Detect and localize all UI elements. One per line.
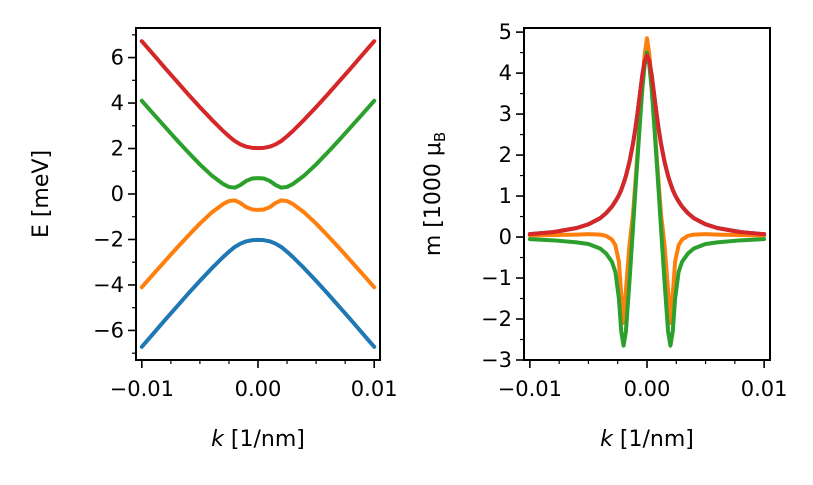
series-line-band-1 — [527, 53, 767, 237]
y-tick-label: 0 — [499, 225, 512, 249]
y-tick-label: −4 — [93, 273, 124, 297]
x-tick-label: 0.00 — [624, 377, 671, 401]
x-axis-label: k [1/nm] — [600, 427, 694, 452]
x-tick-label: 0.01 — [351, 377, 398, 401]
y-tick-label: 3 — [499, 102, 512, 126]
y-tick-label: 5 — [499, 20, 512, 44]
y-axis-label: E [meV] — [29, 150, 54, 238]
series-line-band-3 — [139, 98, 377, 190]
y-tick-label: 4 — [111, 91, 124, 115]
series-line-band-4 — [139, 39, 377, 151]
x-tick-label: −0.01 — [110, 377, 174, 401]
x-axis-label: k [1/nm] — [211, 427, 305, 452]
x-tick-label: 0.01 — [741, 377, 788, 401]
y-tick-label: −1 — [481, 266, 512, 290]
y-tick-label: −2 — [93, 227, 124, 251]
y-tick-label: 6 — [111, 46, 124, 70]
plot-frame — [523, 27, 771, 361]
x-tick-label: −0.01 — [498, 377, 562, 401]
y-tick-label: 0 — [111, 182, 124, 206]
x-tick-label: 0.00 — [235, 377, 282, 401]
series-line-band-1 — [139, 237, 377, 349]
y-tick-label: −6 — [93, 318, 124, 342]
chart-panel-2: −0.01 0.00 0.01 −3 −2 −1 0 1 2 3 4 5 k [1/nm] m [1000… — [421, 20, 788, 452]
y-tick-label: 2 — [111, 137, 124, 161]
chart-panel-1: −0.01 0.00 0.01 −6 −4 −2 0 2 4 6 k [1/nm] E [meV] — [29, 27, 398, 452]
series-line-band-3 — [527, 50, 767, 348]
series-line-band-4 — [527, 53, 767, 237]
y-tick-label: −3 — [481, 348, 512, 372]
y-tick-label: 4 — [499, 61, 512, 85]
y-axis-label: m [1000 μB — [421, 132, 449, 256]
y-tick-label: −2 — [481, 307, 512, 331]
y-tick-label: 2 — [499, 143, 512, 167]
series-line-band-2 — [527, 36, 767, 326]
series-line-band-2 — [139, 198, 377, 290]
y-tick-label: 1 — [499, 184, 512, 208]
